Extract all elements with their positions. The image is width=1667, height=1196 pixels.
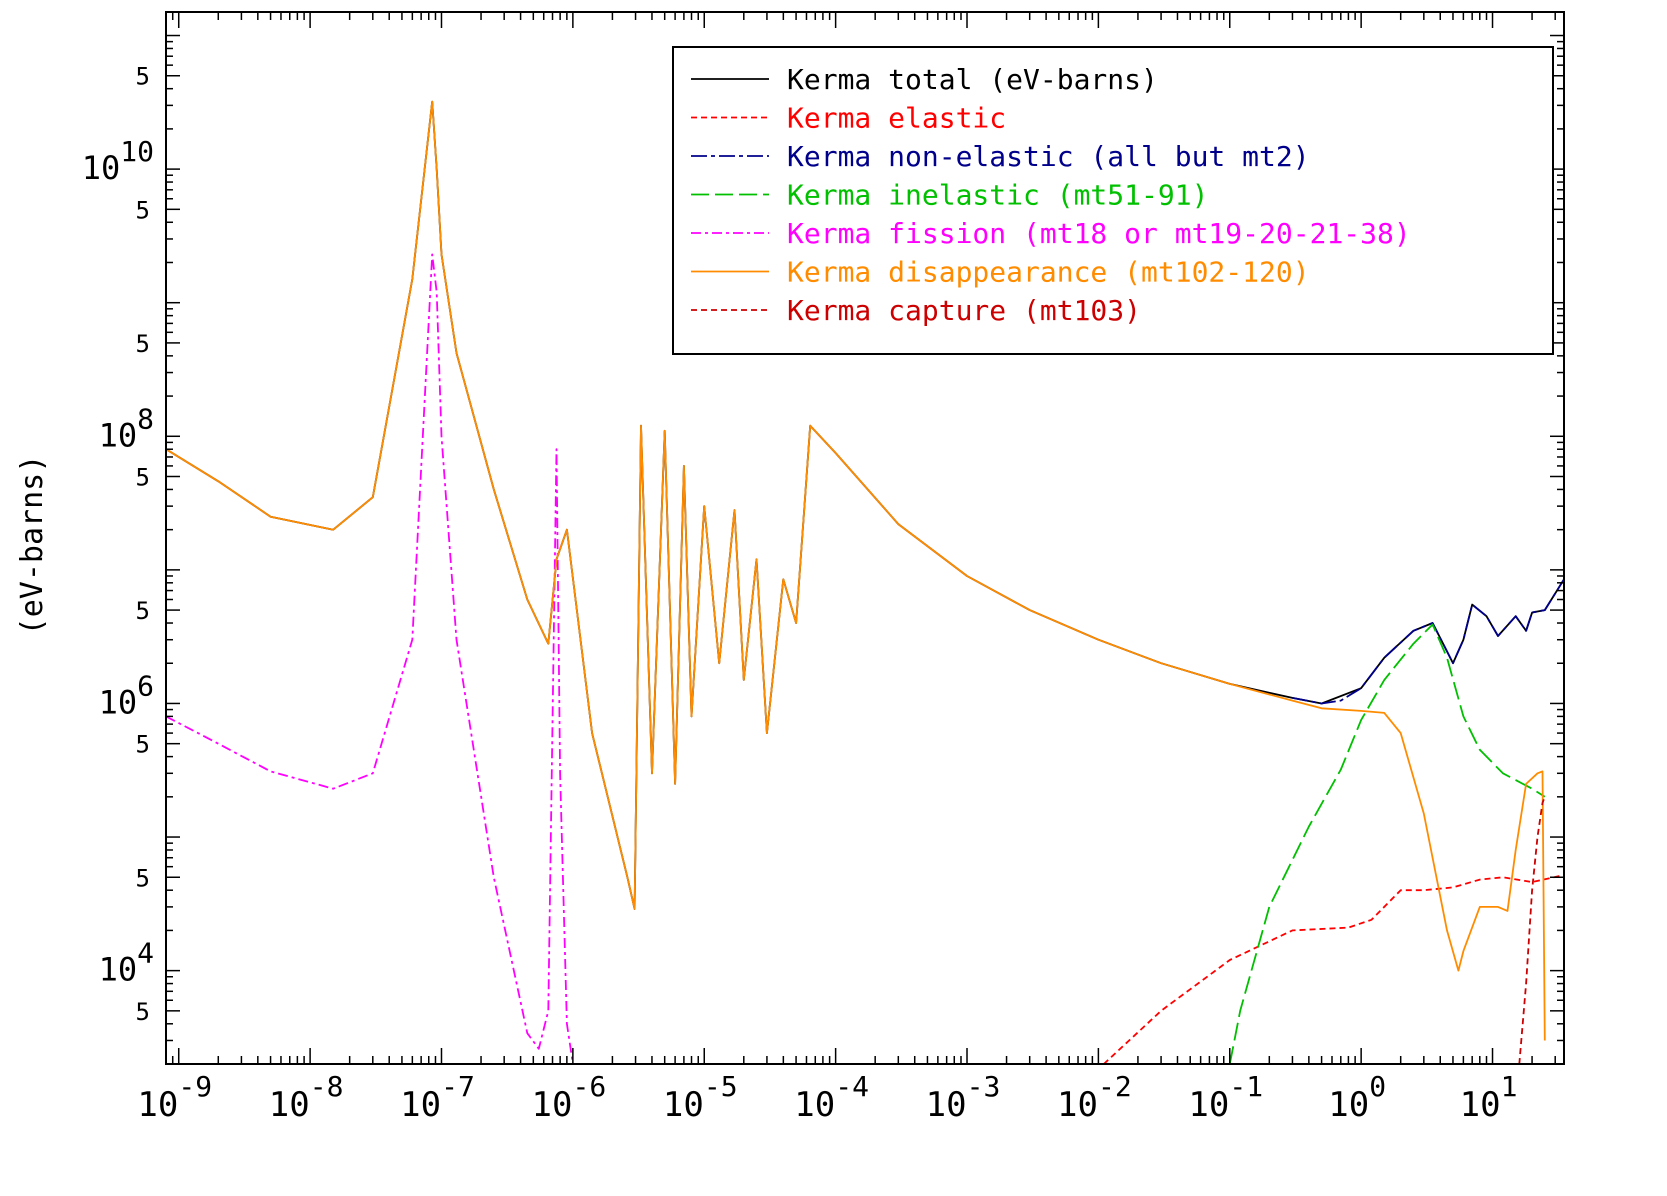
axes-layer: 10-9 10-8 10-7 10-6 10-5 10-4 10-3 10-2 10-1 100 1…: [82, 11, 1565, 1125]
y-axis-label: (eV-barns): [15, 455, 50, 636]
legend: Kerma total (eV-barns) Kerma elastic Kerma…: [672, 46, 1554, 355]
legend-label: Kerma capture (mt103): [787, 294, 1141, 327]
series-line-6: [166, 100, 1546, 1041]
legend-label: Kerma fission (mt18 or mt19-20-21-38): [787, 217, 1411, 250]
y-minor-tick-label: 5: [136, 597, 150, 625]
y-minor-tick-label: 5: [136, 330, 150, 358]
x-tick-label: 10-1: [1188, 1070, 1263, 1125]
series-line-7: [1518, 796, 1546, 1064]
x-tick-label: 10-4: [794, 1070, 869, 1125]
y-tick-label: 1010: [82, 135, 154, 187]
x-tick-label: 10-8: [269, 1070, 344, 1125]
series-line-2: [1103, 874, 1564, 1064]
x-tick-label: 10-3: [926, 1070, 1001, 1125]
legend-label: Kerma total (eV-barns): [787, 63, 1158, 96]
x-tick-label: 101: [1460, 1070, 1518, 1125]
plot-frame: [165, 11, 1565, 1065]
x-tick-label: 10-9: [137, 1070, 212, 1125]
series-layer: [166, 100, 1564, 1064]
series-line-4: [1228, 623, 1546, 1064]
y-minor-tick-label: 5: [136, 196, 150, 224]
legend-label: Kerma inelastic (mt51-91): [787, 179, 1208, 212]
x-tick-label: 100: [1328, 1070, 1386, 1125]
legend-box: [672, 46, 1554, 355]
y-tick-label: 108: [99, 402, 154, 454]
x-tick-label: 10-5: [663, 1070, 738, 1125]
y-minor-tick-label: 5: [136, 63, 150, 91]
y-minor-tick-label: 5: [136, 998, 150, 1026]
legend-label: Kerma elastic: [787, 102, 1006, 135]
legend-label: Kerma non-elastic (all but mt2): [787, 140, 1310, 173]
y-minor-tick-label: 5: [136, 864, 150, 892]
x-tick-label: 10-2: [1057, 1070, 1132, 1125]
y-minor-tick-label: 5: [136, 731, 150, 759]
y-minor-tick-label: 5: [136, 463, 150, 491]
y-tick-label: 106: [99, 669, 154, 721]
x-tick-label: 10-7: [400, 1070, 475, 1125]
series-line-3: [1292, 578, 1564, 705]
legend-label: Kerma disappearance (mt102-120): [787, 256, 1310, 289]
series-line-5: [166, 253, 574, 1064]
x-tick-label: 10-6: [532, 1070, 607, 1125]
y-tick-label: 104: [99, 937, 154, 989]
